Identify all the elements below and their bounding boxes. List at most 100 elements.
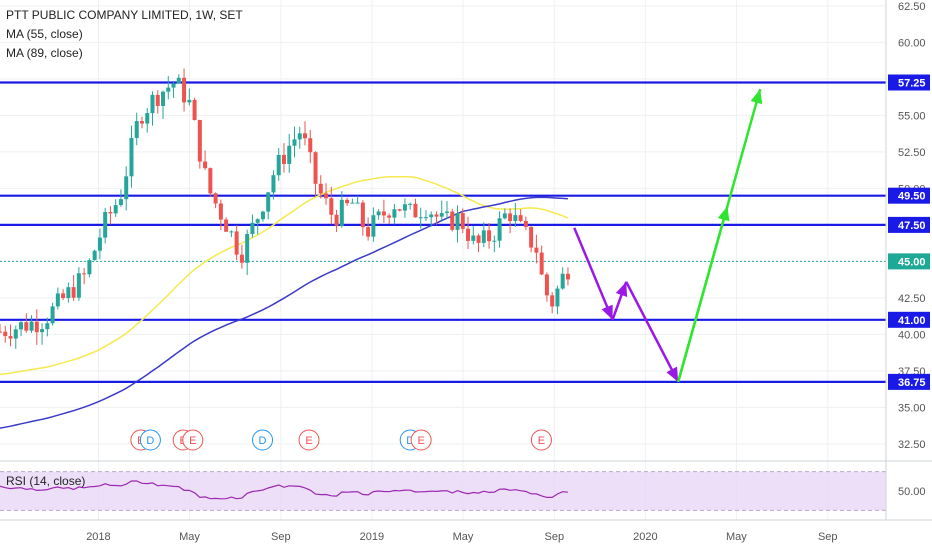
candle-82: [429, 214, 434, 218]
candle-68: [355, 202, 360, 204]
candle-102: [534, 247, 539, 253]
candle-78: [408, 203, 413, 205]
candle-20: [103, 212, 108, 238]
candle-39: [203, 161, 208, 169]
candle-5: [24, 322, 29, 331]
candle-23: [118, 199, 123, 206]
last-price-label: 45.00: [898, 256, 926, 268]
candle-11: [55, 293, 60, 307]
candle-0: [0, 331, 2, 333]
candle-59: [308, 138, 313, 153]
marker-label-6: D: [406, 435, 414, 447]
candle-103: [539, 252, 544, 275]
candle-106: [555, 288, 560, 307]
candle-94: [492, 240, 497, 242]
level-label-2-tag: [888, 216, 930, 233]
candle-75: [392, 209, 397, 218]
candle-14: [71, 287, 76, 298]
candle-53: [276, 154, 281, 176]
candle-12: [61, 293, 66, 299]
candle-48: [250, 222, 255, 235]
candle-65: [339, 199, 344, 226]
candle-98: [513, 215, 518, 222]
candle-105: [550, 295, 555, 307]
candle-27: [139, 121, 144, 124]
candle-50: [260, 211, 265, 220]
candle-37: [192, 99, 197, 120]
candle-45: [234, 231, 239, 255]
marker-label-1: D: [146, 435, 154, 447]
bearish-arrow-2-head: [666, 366, 679, 382]
candle-3: [13, 329, 18, 339]
price-tick-4: 52.50: [898, 147, 926, 159]
candle-69: [360, 202, 365, 228]
candle-96: [502, 213, 507, 219]
candle-13: [66, 287, 71, 299]
time-tick-3: 2019: [360, 531, 384, 543]
candle-70: [366, 227, 371, 237]
candle-91: [476, 235, 481, 243]
candle-35: [182, 77, 187, 103]
candle-26: [134, 121, 139, 138]
last-price-label-tag: [888, 253, 930, 270]
candle-83: [434, 214, 439, 217]
bullish-mid-arrow-head: [717, 206, 730, 222]
marker-label-3: E: [189, 435, 196, 447]
candle-19: [97, 237, 102, 251]
rsi-line: [0, 480, 568, 500]
marker-1: [139, 429, 161, 451]
candle-7: [34, 321, 39, 333]
time-tick-1: May: [179, 531, 200, 543]
level-label-1: 49.50: [898, 191, 926, 203]
marker-3: [182, 429, 204, 451]
time-tick-0: 2018: [86, 531, 110, 543]
candle-73: [381, 211, 386, 216]
candle-40: [208, 168, 213, 194]
candle-25: [129, 137, 134, 177]
candle-80: [418, 217, 423, 219]
level-label-0: 57.25: [898, 78, 926, 90]
candle-92: [481, 230, 486, 243]
candle-41: [213, 193, 218, 204]
candle-86: [450, 211, 455, 230]
bearish-arrow-1-head: [615, 281, 628, 298]
candle-47: [245, 234, 250, 263]
candle-104: [544, 274, 549, 296]
candle-100: [523, 220, 528, 227]
candle-67: [350, 202, 355, 204]
candle-4: [19, 322, 24, 330]
rsi-legend: RSI (14, close): [6, 474, 86, 488]
candle-66: [345, 199, 350, 204]
time-tick-6: 2020: [633, 531, 657, 543]
candle-29: [150, 94, 155, 114]
candle-46: [239, 254, 244, 263]
level-label-2: 47.50: [898, 220, 926, 232]
candle-81: [423, 217, 428, 219]
level-label-3: 41.00: [898, 315, 926, 327]
candle-52: [271, 175, 276, 193]
legend-ma-55: MA (55, close): [6, 27, 83, 41]
candle-90: [471, 235, 476, 241]
candle-76: [397, 209, 402, 211]
candle-34: [176, 77, 181, 84]
marker-label-7: E: [417, 435, 424, 447]
chart-title: PTT PUBLIC COMPANY LIMITED, 1W, SET: [6, 8, 243, 22]
candle-88: [460, 213, 465, 229]
price-tick-3: 55.00: [898, 110, 926, 122]
candle-60: [313, 152, 318, 184]
candle-32: [166, 87, 171, 92]
candle-22: [113, 205, 118, 214]
candle-18: [92, 250, 97, 261]
candle-93: [487, 230, 492, 242]
candle-85: [444, 211, 449, 214]
candle-30: [155, 94, 160, 106]
bearish-arrow-0-head: [601, 304, 613, 320]
candle-77: [402, 204, 407, 211]
marker-5: [298, 429, 320, 451]
candle-28: [145, 113, 150, 124]
level-label-4-tag: [888, 373, 930, 390]
candle-97: [508, 213, 513, 222]
candle-72: [376, 211, 381, 216]
